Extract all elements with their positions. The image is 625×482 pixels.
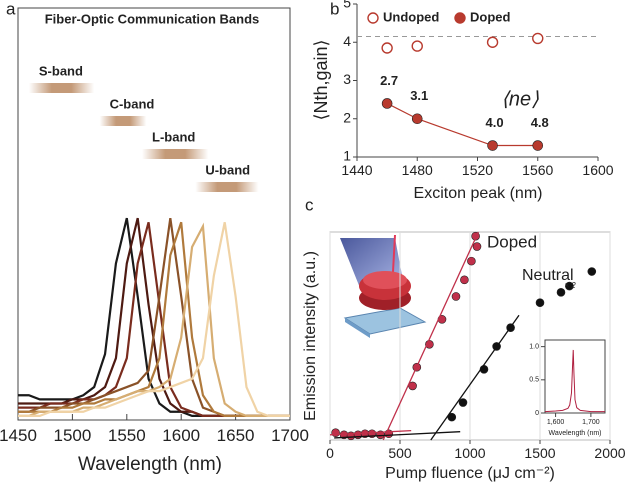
legend-label: Undoped: [383, 9, 439, 24]
x-tick-label: 1480: [402, 162, 433, 178]
data-point: [467, 256, 476, 266]
y-tick-label: 5: [343, 0, 351, 11]
series-line: [544, 349, 605, 413]
data-point: [381, 42, 393, 54]
point-label: 2.7: [380, 73, 398, 88]
annotation: × 2: [564, 281, 576, 290]
panel-label: c: [305, 195, 314, 214]
data-point: [532, 32, 544, 45]
data-point: [381, 98, 393, 109]
point-label: 4.8: [531, 115, 549, 130]
x-tick-label: 1,600: [547, 419, 565, 426]
y-tick-label: 1: [343, 148, 351, 164]
x-tick-label: 1500: [53, 426, 91, 445]
x-tick-label: 2000: [594, 445, 625, 461]
x-tick-label: 1650: [217, 426, 255, 445]
x-tick-label: 1560: [522, 162, 553, 178]
x-tick-label: 1600: [582, 162, 613, 178]
data-point: [486, 36, 499, 48]
y-tick-label: 3: [343, 71, 351, 87]
data-point: [565, 281, 574, 291]
series-line: [18, 222, 290, 417]
data-point: [472, 242, 482, 251]
series-line: [18, 221, 290, 417]
y-tick-label: 1.0: [529, 343, 539, 350]
x-tick-label: 0: [326, 445, 334, 461]
plot-frame: [544, 339, 606, 414]
y-axis-label: Emission intensity (a.u.): [302, 251, 319, 421]
illustration: [340, 234, 427, 338]
y-axis-label: ⟨Nth,gain⟩: [311, 39, 331, 120]
data-point: [411, 113, 423, 125]
data-point: [556, 288, 566, 297]
band-label: L-band: [152, 129, 195, 144]
series-line: [430, 314, 520, 441]
data-point: [353, 430, 363, 440]
y-tick-label: 4: [343, 33, 351, 49]
band-label: C-band: [110, 96, 155, 111]
band-label: S-band: [39, 63, 83, 78]
data-point: [411, 40, 423, 52]
series-line: [382, 231, 479, 441]
data-point: [460, 275, 469, 285]
series-line: [18, 221, 290, 417]
legend-marker: [367, 12, 379, 24]
y-tick-label: 0: [535, 410, 539, 417]
data-point: [331, 428, 340, 438]
series-line: [18, 222, 290, 417]
x-axis-label: Pump fluence (μJ cm⁻²): [385, 465, 555, 482]
band: [195, 182, 259, 192]
band-bar: [99, 116, 147, 126]
plot-frame: [17, 7, 291, 421]
band-bar: [142, 149, 209, 159]
x-tick-label: 1450: [0, 426, 37, 445]
band: [28, 83, 95, 93]
series-label: Doped: [487, 232, 537, 251]
data-point: [535, 298, 545, 308]
legend-label: Doped: [470, 9, 511, 24]
band: [99, 116, 147, 126]
band-bar: [195, 182, 259, 192]
x-tick-label: 500: [388, 445, 412, 461]
x-tick-label: 1,700: [582, 419, 600, 426]
annotation: ⟨ne⟩: [501, 88, 539, 110]
series-line: [18, 217, 290, 417]
data-point: [532, 140, 544, 151]
series-line: [334, 431, 461, 439]
x-tick-label: 1600: [162, 426, 200, 445]
band-label: U-band: [205, 162, 250, 177]
series-line: [329, 429, 412, 436]
data-point: [458, 398, 468, 407]
point-label: 3.1: [410, 88, 428, 103]
series-label: Neutral: [522, 267, 574, 284]
x-axis-label: Wavelength (nm): [78, 454, 222, 475]
data-point: [451, 292, 461, 301]
legend-marker: [454, 12, 466, 24]
band: [142, 149, 209, 159]
x-axis-label: Wavelength (nm): [548, 430, 601, 437]
y-tick-label: 2: [343, 109, 351, 125]
series-line: [18, 217, 290, 417]
band-bar: [28, 83, 95, 93]
x-tick-label: 1440: [341, 162, 372, 178]
panel-label: a: [6, 0, 16, 18]
data-point: [587, 267, 597, 276]
x-tick-label: 1700: [271, 426, 309, 445]
chart-title: Fiber-Optic Communication Bands: [45, 11, 260, 26]
data-point: [487, 140, 498, 151]
x-tick-label: 1500: [524, 445, 555, 461]
series-line: [386, 102, 538, 147]
y-tick-label: 0.5: [529, 377, 539, 384]
x-tick-label: 1520: [462, 162, 493, 178]
series-line: [18, 217, 290, 417]
x-tick-label: 1000: [454, 445, 485, 461]
x-tick-label: 1550: [108, 426, 146, 445]
point-label: 4.0: [486, 115, 504, 130]
x-axis-label: Exciton peak (nm): [414, 185, 543, 202]
data-point: [447, 412, 457, 422]
panel-label: b: [330, 0, 339, 18]
